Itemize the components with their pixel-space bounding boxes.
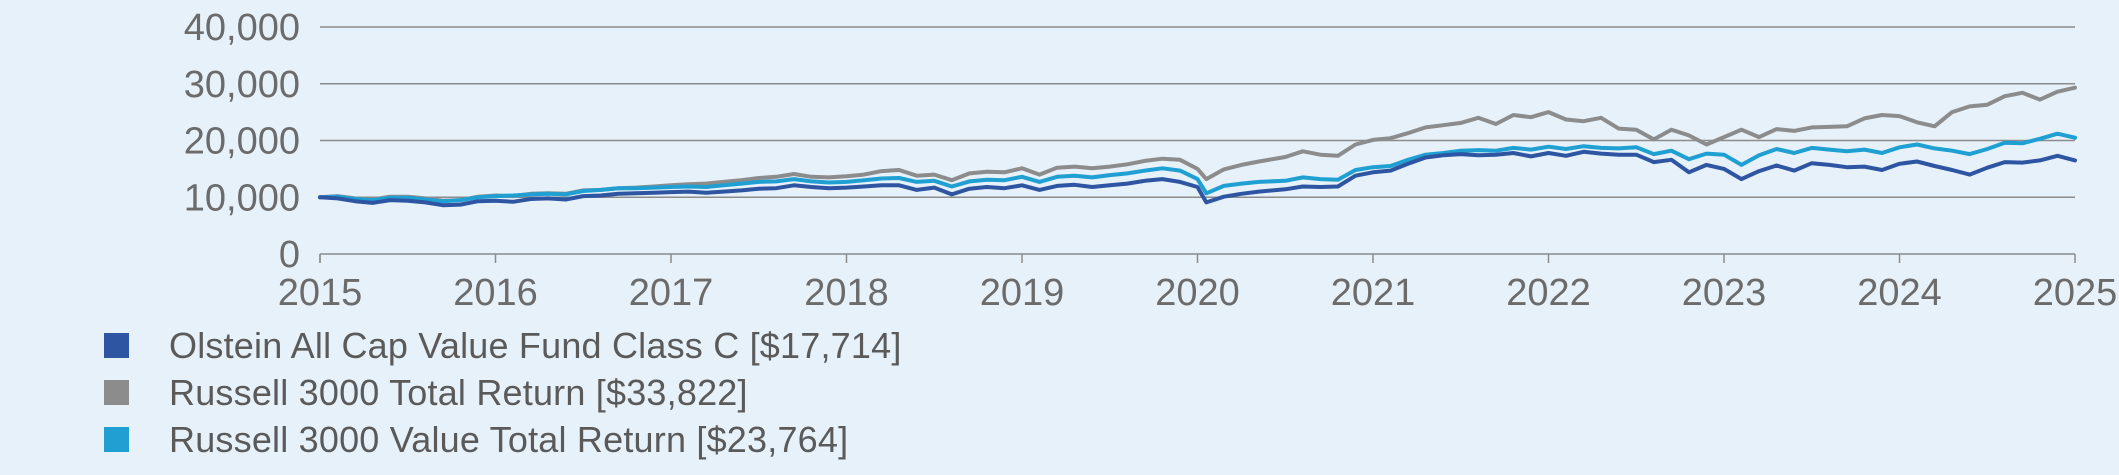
series-line-1 <box>318 85 2077 203</box>
legend-swatch-russell-3000-value <box>104 427 129 452</box>
series-line-2 <box>318 131 2077 204</box>
x-tick-label: 2023 <box>1682 272 1767 314</box>
y-tick-label: 30,000 <box>184 64 300 106</box>
x-tick-label: 2025 <box>2033 272 2118 314</box>
legend: Olstein All Cap Value Fund Class C [$17,… <box>104 322 902 463</box>
y-axis-ticks: 0 10,000 20,000 30,000 40,000 <box>184 7 300 276</box>
y-tick-label: 0 <box>279 234 300 276</box>
x-tick-label: 2015 <box>278 272 363 314</box>
series-lines <box>318 85 2077 208</box>
legend-swatch-russell-3000 <box>104 380 129 405</box>
x-tick-label: 2017 <box>629 272 714 314</box>
legend-item-russell-3000-value: Russell 3000 Value Total Return [$23,764… <box>104 416 902 463</box>
x-tick-label: 2016 <box>453 272 538 314</box>
y-tick-label: 10,000 <box>184 177 300 219</box>
x-tick-label: 2024 <box>1857 272 1942 314</box>
x-tick-label: 2018 <box>804 272 889 314</box>
x-axis-ticks: 2015 2016 2017 2018 2019 2020 2021 2022 2023 2024… <box>278 254 2118 314</box>
legend-item-olstein: Olstein All Cap Value Fund Class C [$17,… <box>104 322 902 369</box>
y-tick-label: 40,000 <box>184 7 300 49</box>
legend-label-russell-3000-value: Russell 3000 Value Total Return [$23,764… <box>169 418 849 460</box>
chart-area: 0 10,000 20,000 30,000 40,000 2015 2016 2017 20… <box>184 7 2118 314</box>
gridlines <box>320 26 2075 255</box>
legend-label-olstein: Olstein All Cap Value Fund Class C [$17,… <box>169 324 902 366</box>
legend-item-russell-3000: Russell 3000 Total Return [$33,822] <box>104 369 902 416</box>
x-tick-label: 2020 <box>1155 272 1240 314</box>
x-tick-label: 2021 <box>1331 272 1416 314</box>
x-tick-label: 2019 <box>980 272 1065 314</box>
legend-swatch-olstein <box>104 333 129 358</box>
legend-label-russell-3000: Russell 3000 Total Return [$33,822] <box>169 371 748 413</box>
series-line-0 <box>318 149 2077 208</box>
x-tick-label: 2022 <box>1506 272 1591 314</box>
y-tick-label: 20,000 <box>184 121 300 163</box>
